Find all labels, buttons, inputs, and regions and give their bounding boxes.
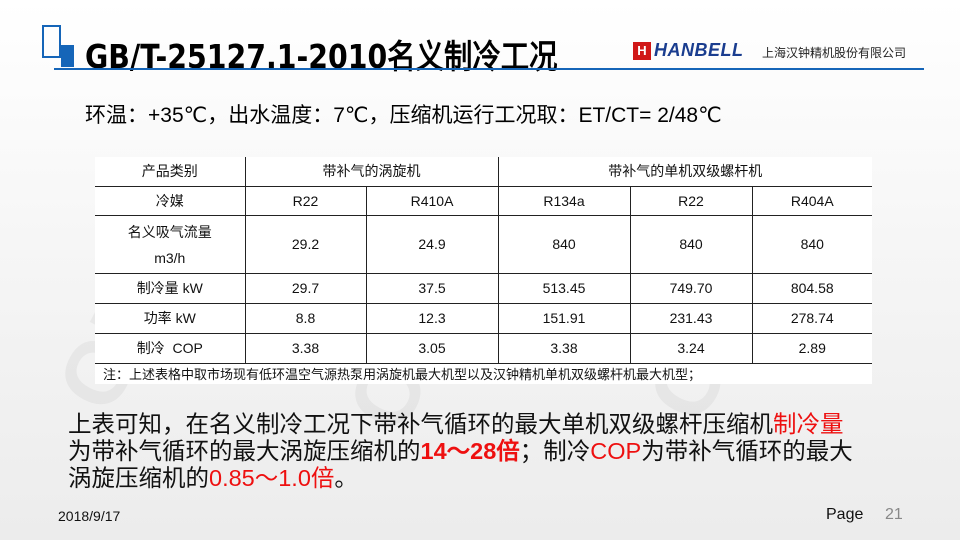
table-cell: 37.5 [365, 273, 498, 304]
table-row: 名义吸气流量 m3/h 29.2 24.9 840 840 840 [95, 215, 872, 274]
table-cell: 29.2 [244, 215, 366, 274]
table-cell: 804.58 [751, 273, 872, 304]
text-segment: 。 [334, 465, 358, 491]
table-cell: 12.3 [365, 303, 498, 334]
table-cell: 24.9 [365, 215, 498, 274]
table-header-row: 产品类别 带补气的涡旋机 带补气的单机双级螺杆机 [95, 157, 872, 187]
page-label: Page [826, 506, 864, 523]
text-segment: 涡旋压缩机的 [68, 465, 209, 491]
table-cell: 151.91 [497, 303, 630, 334]
highlight-text: 0.85～1.0倍 [209, 465, 335, 491]
row-label: 制冷量 kW [95, 273, 245, 304]
table-cell: 3.24 [629, 333, 752, 364]
table-cell: 8.8 [244, 303, 366, 334]
row-label: 制冷 COP [95, 333, 245, 364]
page-number: 21 [885, 506, 903, 523]
text-segment: 上表可知，在名义制冷工况下带补气循环的最大单机双级螺杆压缩机 [68, 411, 773, 437]
table-cell: 840 [497, 215, 630, 274]
slide-title: GB/T-25127.1-2010名义制冷工况 [85, 37, 558, 76]
table-row: 制冷 COP 3.38 3.05 3.38 3.24 2.89 [95, 333, 872, 364]
conditions-subtitle: 环温：+35℃，出水温度：7℃，压缩机运行工况取：ET/CT= 2/48℃ [85, 104, 722, 127]
table-cell: R404A [751, 186, 872, 216]
title-underline [54, 68, 924, 70]
table-cell: 513.45 [497, 273, 630, 304]
comparison-table: 产品类别 带补气的涡旋机 带补气的单机双级螺杆机 冷媒 R22 R410A R1… [95, 157, 872, 384]
header-screw-group: 带补气的单机双级螺杆机 [497, 157, 872, 187]
table-cell: 231.43 [629, 303, 752, 334]
row-label: 名义吸气流量 m3/h [95, 215, 245, 274]
table-cell: 3.05 [365, 333, 498, 364]
table-cell: 840 [629, 215, 752, 274]
highlight-text: 14～28倍 [420, 438, 520, 464]
table-row: 功率 kW 8.8 12.3 151.91 231.43 278.74 [95, 303, 872, 334]
table-cell: 2.89 [751, 333, 872, 364]
table-cell: 278.74 [751, 303, 872, 334]
table-cell: R134a [497, 186, 630, 216]
title-decoration-square [61, 45, 74, 67]
row-label: 冷媒 [95, 186, 245, 216]
table-cell: 840 [751, 215, 872, 274]
title-decoration-outline [42, 25, 61, 58]
table-cell: R410A [365, 186, 498, 216]
header-scroll-group: 带补气的涡旋机 [244, 157, 498, 187]
table-note: 注：上述表格中取市场现有低环温空气源热泵用涡旋机最大机型以及汉钟精机单机双级螺杆… [103, 367, 702, 382]
text-segment: ；制冷 [519, 438, 591, 464]
row-unit: m3/h [154, 250, 186, 266]
company-name: 上海汉钟精机股份有限公司 [762, 46, 907, 60]
table-cell: 29.7 [244, 273, 366, 304]
row-label-text: 名义吸气流量 [127, 224, 212, 240]
text-segment: 为带补气循环的最大涡旋压缩机的 [68, 438, 421, 464]
footer-date: 2018/9/17 [58, 508, 121, 524]
text-segment: 为带补气循环的最大 [641, 438, 853, 464]
logo-mark-icon: H [633, 41, 651, 60]
table-note-row: 注：上述表格中取市场现有低环温空气源热泵用涡旋机最大机型以及汉钟精机单机双级螺杆… [95, 363, 872, 384]
conclusion-paragraph: 上表可知，在名义制冷工况下带补气循环的最大单机双级螺杆压缩机制冷量 为带补气循环… [68, 411, 853, 492]
logo-text: HANBELL [654, 40, 744, 60]
table-cell: R22 [629, 186, 752, 216]
table-row: 冷媒 R22 R410A R134a R22 R404A [95, 186, 872, 216]
header-label: 产品类别 [95, 157, 245, 187]
table-row: 制冷量 kW 29.7 37.5 513.45 749.70 804.58 [95, 273, 872, 304]
row-label: 功率 kW [95, 303, 245, 334]
table-cell: R22 [244, 186, 366, 216]
hanbell-logo: H HANBELL [633, 40, 744, 61]
table-cell: 3.38 [497, 333, 630, 364]
highlight-text: COP [590, 438, 642, 464]
table-cell: 3.38 [244, 333, 366, 364]
highlight-text: 制冷量 [773, 411, 844, 437]
table-cell: 749.70 [629, 273, 752, 304]
